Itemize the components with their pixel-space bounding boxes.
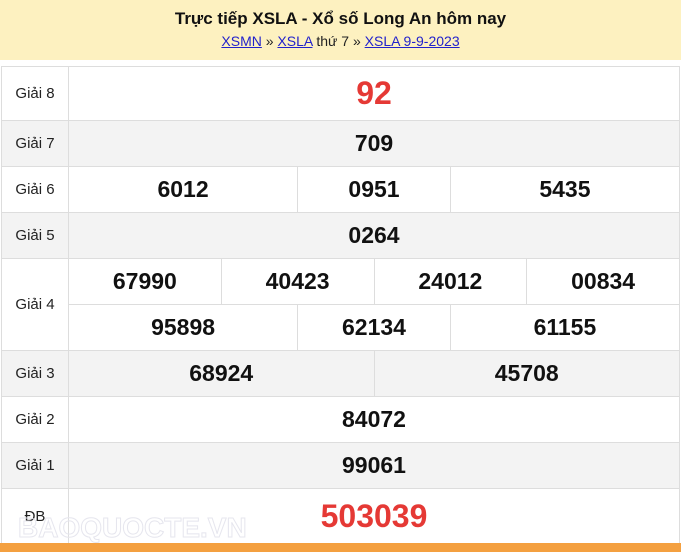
row-giai-8: Giải 8 92 [1,66,680,121]
prize-number: 6012 [67,166,299,213]
prize-number: 0264 [68,212,680,259]
prize-number: 62134 [297,304,451,351]
breadcrumb: XSMN » XSLA thứ 7 » XSLA 9-9-2023 [0,31,681,51]
row-giai-7: Giải 7 709 [1,120,680,167]
prize-number: 00834 [526,258,680,305]
footer-bar [0,543,681,552]
row-giai-1: Giải 1 99061 [1,442,680,489]
prize-label: Giải 4 [1,258,69,351]
prize-label: Giải 7 [1,120,69,167]
breadcrumb-text: thứ 7 » [312,33,365,49]
prize-number: 99061 [68,442,680,489]
page-title: Trực tiếp XSLA - Xổ số Long An hôm nay [174,9,507,28]
results-table: Giải 8 92 Giải 7 709 Giải 6 6012 0951 5435 Gi… [1,66,681,544]
prize-number: 92 [68,66,680,121]
prize-number: 24012 [373,258,528,305]
prize-number: 67990 [68,258,222,305]
row-giai-4: Giải 4 67990 40423 24012 00834 [1,258,680,351]
prize-number: 5435 [449,166,681,213]
row-giai-5: Giải 5 0264 [1,212,680,259]
row-special: ĐB 503039 [1,488,680,544]
prize-label: Giải 6 [1,166,69,213]
row-giai-6: Giải 6 6012 0951 5435 [1,166,681,213]
prize-label: ĐB [1,488,69,544]
prize-label: Giải 3 [1,350,69,397]
prize-number: 84072 [68,396,680,443]
prize-label: Giải 1 [1,442,69,489]
xsla-date-link[interactable]: XSLA 9-9-2023 [364,33,460,49]
prize-label: Giải 2 [1,396,69,443]
xsla-link[interactable]: XSLA [277,33,313,49]
xsmn-link[interactable]: XSMN [221,33,262,49]
row-giai-4b: 95898 62134 61155 [2,304,681,351]
prize-number: 0951 [297,166,451,213]
row-giai-2: Giải 2 84072 [1,396,680,443]
prize-number: 709 [68,120,680,167]
prize-number: 45708 [373,350,680,397]
prize-number: 95898 [67,304,299,351]
row-giai-3: Giải 3 68924 45708 [1,350,680,397]
prize-number: 40423 [220,258,375,305]
page-header: Trực tiếp XSLA - Xổ số Long An hôm nay X… [0,0,681,60]
prize-number: 68924 [68,350,375,397]
prize-label: Giải 8 [1,66,69,121]
special-prize-number: 503039 [68,488,680,544]
prize-label: Giải 5 [1,212,69,259]
breadcrumb-separator: » [261,33,278,49]
watermark-logo: BAOQUOCTE.VN [18,512,248,544]
prize-number: 61155 [449,304,681,351]
